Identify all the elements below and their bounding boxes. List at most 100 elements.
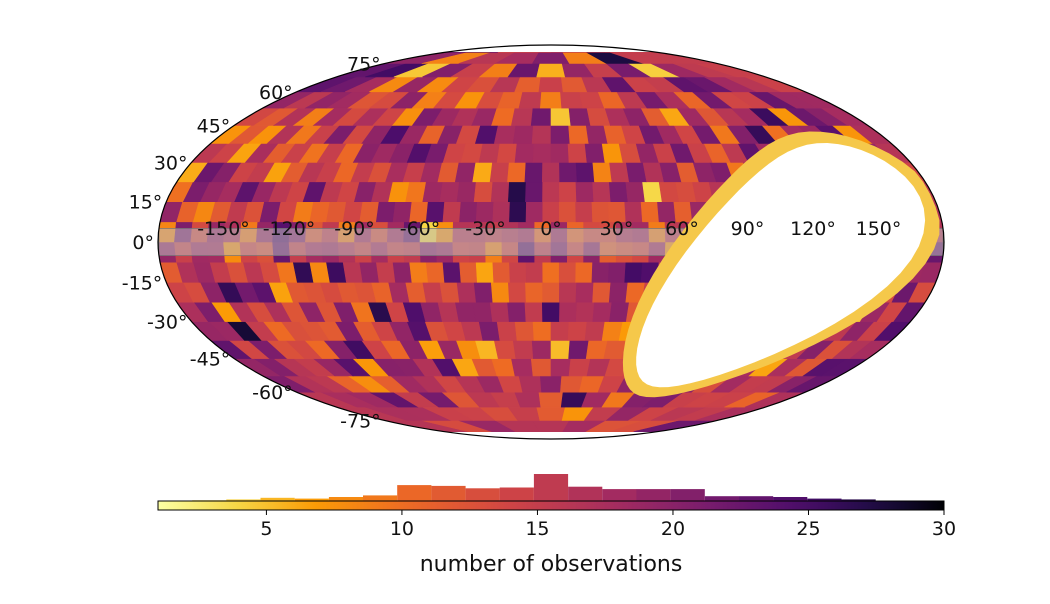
map-tile [540,376,561,392]
colorbar [158,501,944,510]
map-tile [551,144,569,163]
colorbar-tick-label: 30 [932,518,956,540]
map-tile [540,92,561,108]
map-tile [543,262,560,282]
map-tile [457,182,476,202]
latitude-tick-label: -30° [147,312,188,334]
map-tile [423,182,443,202]
map-tile [532,341,551,359]
map-tile [585,144,605,163]
map-tile [491,282,509,302]
map-tile [569,341,589,359]
longitude-tick-label: 150° [856,218,902,240]
map-tile [440,182,460,202]
map-tile [479,144,500,163]
histogram-bar [636,489,670,501]
map-tile [531,108,551,125]
map-tile [479,322,500,341]
map-tile [593,162,612,181]
map-tile [525,182,542,202]
map-tile [511,359,533,376]
map-tile [376,202,395,222]
map-tile [539,77,563,92]
colorbar-tick-label: 10 [390,518,414,540]
colorbar-label: number of observations [420,552,683,577]
map-tile [569,125,589,143]
map-tile [576,282,594,302]
map-tile [508,282,526,302]
map-tile [519,92,542,108]
map-tile [519,376,542,392]
latitude-tick-label: -45° [190,349,231,371]
histogram-bar [329,497,363,501]
map-tile [426,262,444,282]
map-tile [494,125,516,143]
map-tile [568,322,587,341]
latitude-tick-label: 75° [347,54,381,76]
map-tile [440,282,460,302]
map-tile [542,302,559,321]
longitude-tick-label: -60° [400,218,441,240]
latitude-tick-label: 45° [197,115,231,137]
map-tile [494,341,516,359]
latitude-tick-label: -15° [122,272,163,294]
longitude-tick-label: 30° [600,218,634,240]
map-tile [576,182,594,202]
map-tile [543,182,560,202]
longitude-tick-label: -120° [263,218,316,240]
map-tile [576,162,594,181]
histogram-bar [671,489,705,501]
longitude-labels: -150°-120°-90°-60°-30°0°30°60°90°120°150… [197,218,901,240]
map-tile [508,162,526,181]
colorbar-tick-label: 15 [525,518,549,540]
longitude-tick-label: 90° [731,218,765,240]
map-tile [525,302,543,321]
map-tile [490,162,509,181]
map-tile [533,322,551,341]
longitude-tick-label: 60° [665,218,699,240]
map-tile [509,202,526,222]
latitude-tick-label: 60° [259,82,293,104]
longitude-tick-label: 0° [540,218,562,240]
colorbar-tick-label: 25 [796,518,820,540]
map-tile [410,262,429,282]
map-tile [551,359,571,376]
map-tile [525,282,542,302]
map-tile [643,182,663,202]
colorbar-histogram [158,474,910,501]
longitude-tick-label: -150° [197,218,250,240]
map-tile [593,282,611,302]
map-tile [525,162,543,181]
map-tile [610,302,630,321]
map-tile [455,162,476,181]
histogram-bar [534,474,568,501]
map-tile [457,282,476,302]
histogram-bar [602,489,636,501]
longitude-tick-label: -30° [465,218,506,240]
map-tile [443,262,461,282]
map-tile [513,341,533,359]
map-tile [576,262,593,282]
map-tile [493,262,510,282]
map-tile [559,282,576,302]
map-tile [551,125,570,143]
map-tile [551,341,570,359]
longitude-tick-label: 120° [790,218,836,240]
latitude-tick-label: 30° [154,152,188,174]
map-tile [491,182,509,202]
map-tile [576,202,593,222]
map-tile [609,282,628,302]
map-tile [568,144,587,163]
map-tile [625,262,643,282]
map-tile [509,262,526,282]
map-tile [460,262,478,282]
map-tile [537,407,566,420]
histogram-bar [705,496,739,501]
histogram-bar [568,487,602,501]
map-tile [497,322,517,341]
map-tile [559,162,577,181]
map-tile [533,144,551,163]
map-tile [531,359,551,376]
map-tile [476,262,494,282]
